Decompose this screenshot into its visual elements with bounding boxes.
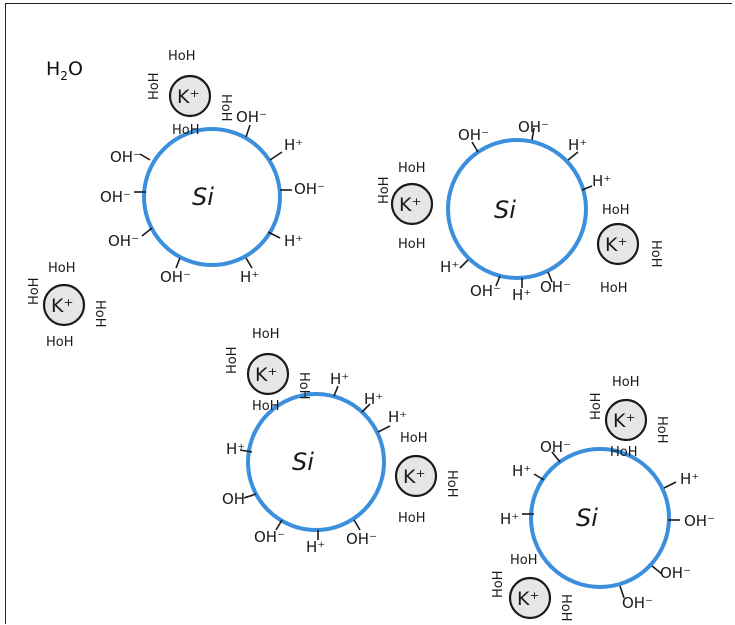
svg-text:H⁺: H⁺ bbox=[512, 462, 531, 480]
svg-text:OH⁻: OH⁻ bbox=[622, 594, 653, 612]
svg-text:HoH: HoH bbox=[589, 392, 604, 420]
svg-text:HoH: HoH bbox=[558, 594, 573, 622]
water-label: H2O bbox=[46, 58, 83, 83]
particle-boundary bbox=[529, 447, 671, 589]
svg-text:H⁺: H⁺ bbox=[226, 440, 245, 458]
potassium-ion-free: K⁺ HoH HoH HoH HoH bbox=[27, 261, 107, 350]
svg-text:OH⁻: OH⁻ bbox=[458, 126, 489, 144]
svg-text:K⁺: K⁺ bbox=[403, 466, 426, 488]
diagram-frame bbox=[5, 3, 732, 624]
particle-boundary bbox=[142, 127, 282, 267]
silicon-particle-3: Si H⁺ H⁺ H⁺ H⁺ OH⁻ OH⁻ H⁺ OH⁻ K⁺ HoH bbox=[222, 327, 459, 556]
ticks bbox=[134, 124, 292, 269]
potassium-ion: K⁺ HoH HoH HoH bbox=[491, 553, 573, 622]
svg-text:OH⁻: OH⁻ bbox=[684, 512, 715, 530]
svg-text:HoH: HoH bbox=[172, 123, 200, 138]
svg-text:K⁺: K⁺ bbox=[399, 194, 422, 216]
svg-text:OH⁻: OH⁻ bbox=[660, 564, 691, 582]
svg-text:K⁺: K⁺ bbox=[177, 86, 200, 108]
potassium-ion: K⁺ HoH HoH HoH HoH bbox=[589, 375, 669, 460]
svg-text:HoH: HoH bbox=[398, 237, 426, 252]
svg-text:H⁺: H⁺ bbox=[592, 172, 611, 190]
particle-symbol: Si bbox=[576, 504, 598, 532]
svg-text:OH⁻: OH⁻ bbox=[540, 278, 571, 296]
potassium-ion: K⁺ HoH HoH HoH HoH bbox=[147, 49, 233, 138]
svg-text:H⁺: H⁺ bbox=[284, 136, 303, 154]
svg-text:HoH: HoH bbox=[46, 335, 74, 350]
svg-text:H⁺: H⁺ bbox=[284, 232, 303, 250]
svg-text:H⁺: H⁺ bbox=[500, 510, 519, 528]
particle-boundary bbox=[446, 138, 588, 280]
svg-text:HoH: HoH bbox=[48, 261, 76, 276]
svg-text:HoH: HoH bbox=[252, 399, 280, 414]
svg-text:OH⁻: OH⁻ bbox=[160, 268, 191, 286]
svg-text:HoH: HoH bbox=[654, 416, 669, 444]
silicon-particle-1: Si OH⁻ OH⁻ OH⁻ OH⁻ OH⁻ H⁺ OH⁻ H⁺ H⁺ bbox=[100, 49, 325, 286]
svg-text:OH⁻: OH⁻ bbox=[110, 148, 141, 166]
potassium-ion: K⁺ HoH HoH HoH bbox=[394, 431, 459, 526]
svg-text:K⁺: K⁺ bbox=[517, 588, 540, 610]
svg-text:HoH: HoH bbox=[225, 346, 240, 374]
svg-text:HoH: HoH bbox=[400, 431, 428, 446]
svg-text:H⁺: H⁺ bbox=[306, 538, 325, 556]
svg-text:HoH: HoH bbox=[398, 511, 426, 526]
svg-text:HoH: HoH bbox=[444, 470, 459, 498]
svg-text:K⁺: K⁺ bbox=[613, 410, 636, 432]
potassium-ion: K⁺ HoH HoH HoH bbox=[377, 161, 434, 252]
svg-text:HoH: HoH bbox=[398, 161, 426, 176]
svg-text:HoH: HoH bbox=[377, 176, 392, 204]
svg-text:OH⁻: OH⁻ bbox=[108, 232, 139, 250]
silicon-particle-2: Si OH⁻ OH⁻ H⁺ H⁺ H⁺ OH⁻ H⁺ OH⁻ K⁺ HoH bbox=[377, 118, 663, 304]
svg-text:OH⁻: OH⁻ bbox=[236, 108, 267, 126]
particle-symbol: Si bbox=[292, 448, 314, 476]
svg-text:OH⁻: OH⁻ bbox=[346, 530, 377, 548]
svg-text:HoH: HoH bbox=[510, 553, 538, 568]
svg-text:K⁺: K⁺ bbox=[605, 234, 628, 256]
svg-text:HoH: HoH bbox=[27, 277, 42, 305]
potassium-ion: K⁺ HoH HoH HoH HoH bbox=[225, 327, 311, 414]
svg-text:OH⁻: OH⁻ bbox=[518, 118, 549, 136]
potassium-ion: K⁺ HoH HoH HoH bbox=[596, 203, 663, 296]
svg-text:HoH: HoH bbox=[602, 203, 630, 218]
svg-text:HoH: HoH bbox=[296, 372, 311, 400]
svg-text:OH⁻: OH⁻ bbox=[222, 490, 253, 508]
svg-text:OH⁻: OH⁻ bbox=[100, 188, 131, 206]
svg-text:OH⁻: OH⁻ bbox=[470, 282, 501, 300]
svg-text:OH⁻: OH⁻ bbox=[540, 438, 571, 456]
svg-text:H⁺: H⁺ bbox=[388, 408, 407, 426]
svg-text:K⁺: K⁺ bbox=[51, 295, 74, 317]
svg-text:HoH: HoH bbox=[648, 240, 663, 268]
svg-text:H⁺: H⁺ bbox=[512, 286, 531, 304]
svg-text:OH⁻: OH⁻ bbox=[254, 528, 285, 546]
svg-text:HoH: HoH bbox=[600, 281, 628, 296]
particle-symbol: Si bbox=[192, 183, 214, 211]
svg-text:HoH: HoH bbox=[491, 570, 506, 598]
svg-text:H⁺: H⁺ bbox=[330, 370, 349, 388]
svg-text:HoH: HoH bbox=[252, 327, 280, 342]
svg-text:HoH: HoH bbox=[92, 300, 107, 328]
svg-text:HoH: HoH bbox=[610, 445, 638, 460]
silicon-particle-4: Si OH⁻ H⁺ H⁺ H⁺ OH⁻ OH⁻ OH⁻ K⁺ HoH HoH bbox=[491, 375, 715, 622]
svg-text:H⁺: H⁺ bbox=[680, 470, 699, 488]
svg-text:HoH: HoH bbox=[147, 72, 162, 100]
svg-text:H⁺: H⁺ bbox=[240, 268, 259, 286]
particle-symbol: Si bbox=[494, 196, 516, 224]
svg-text:HoH: HoH bbox=[612, 375, 640, 390]
svg-text:K⁺: K⁺ bbox=[255, 364, 278, 386]
svg-text:HoH: HoH bbox=[218, 94, 233, 122]
svg-text:H⁺: H⁺ bbox=[440, 258, 459, 276]
particle-boundary bbox=[246, 392, 386, 532]
svg-text:OH⁻: OH⁻ bbox=[294, 180, 325, 198]
svg-text:H⁺: H⁺ bbox=[364, 390, 383, 408]
svg-text:H⁺: H⁺ bbox=[568, 136, 587, 154]
svg-text:HoH: HoH bbox=[168, 49, 196, 64]
